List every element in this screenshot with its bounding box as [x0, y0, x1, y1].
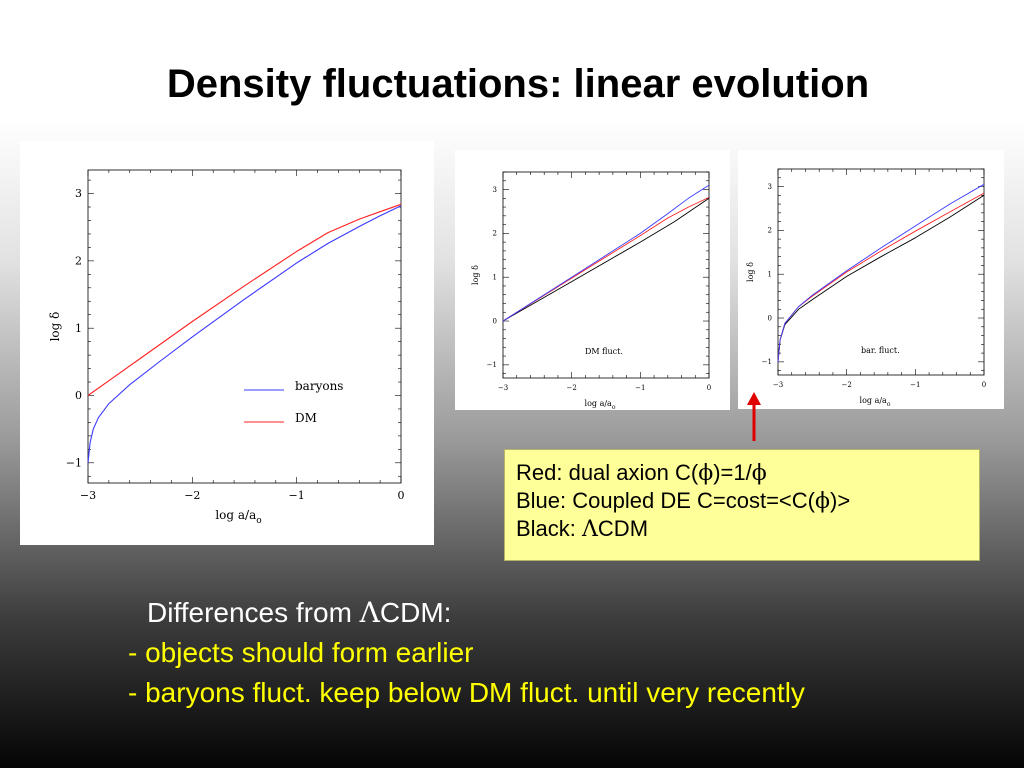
density-chart-baryon: −3 −2 −1 0 −1 0 1 2 3 log a/ao log δ bar. fluct. — [746, 168, 986, 408]
x-tick-label: 0 — [398, 489, 405, 502]
y-tick-label: 3 — [493, 186, 497, 194]
x-tick-label: −1 — [289, 489, 305, 502]
notes-heading: Differences from ΛCDM: — [147, 596, 452, 629]
y-tick-label: 3 — [75, 187, 82, 200]
y-tick-label: −1 — [66, 456, 82, 469]
x-tick-label: −3 — [498, 384, 508, 392]
chart-annotation: DM fluct. — [585, 347, 623, 356]
y-tick-label: −1 — [762, 358, 772, 366]
x-tick-label: −2 — [842, 381, 852, 389]
x-tick-label: −3 — [773, 381, 783, 389]
y-tick-label: 2 — [493, 230, 497, 238]
x-tick-label: 0 — [707, 384, 711, 392]
series-line-red — [777, 192, 985, 362]
x-axis-label: log a/ao — [860, 396, 891, 408]
x-tick-label: 0 — [982, 381, 986, 389]
y-axis-label: log δ — [746, 262, 755, 282]
legend-line-blue: Blue: Coupled DE C=cost=<C(ϕ)> — [516, 488, 851, 514]
series-line-baryons — [87, 205, 402, 463]
y-tick-label: 0 — [75, 389, 82, 402]
dm-chart-panel: −3 −2 −1 0 −1 0 1 2 3 log a/ao log δ DM fluct. — [455, 150, 730, 410]
y-tick-label: 2 — [768, 227, 772, 235]
x-tick-label: −3 — [80, 489, 96, 502]
up-arrow-icon — [747, 392, 761, 441]
model-legend-box: Red: dual axion C(ϕ)=1/ϕ Blue: Coupled D… — [504, 449, 980, 561]
x-axis-label: log a/ao — [585, 399, 616, 410]
y-tick-label: −1 — [487, 361, 497, 369]
note-item-earlier: - objects should form earlier — [128, 637, 474, 668]
main-chart-panel: −3 −2 −1 0 −1 0 1 2 3 log a/ao log δ baryons DM — [20, 141, 434, 545]
plot-frame — [502, 171, 710, 379]
legend-label-baryons: baryons — [295, 379, 343, 393]
slide-title: Density fluctuations: linear evolution — [166, 62, 870, 106]
density-chart-dm: −3 −2 −1 0 −1 0 1 2 3 log a/ao log δ DM fluct. — [471, 171, 711, 410]
note-item-baryons: - baryons fluct. keep below DM fluct. un… — [128, 677, 805, 708]
series-line-blue — [502, 184, 710, 322]
series-line-black — [502, 197, 710, 322]
plot-frame — [777, 168, 985, 376]
y-tick-label: 2 — [75, 255, 82, 268]
y-tick-label: 1 — [768, 271, 772, 279]
legend-line-black: Black: ΛCDM — [516, 516, 649, 542]
series-line-red — [502, 196, 710, 322]
series-line-black — [777, 194, 985, 362]
plot-frame — [87, 169, 402, 484]
density-chart-main: −3 −2 −1 0 −1 0 1 2 3 log a/ao log δ baryons DM — [48, 169, 405, 526]
x-tick-label: −2 — [567, 384, 577, 392]
y-tick-label: 1 — [75, 322, 82, 335]
y-tick-label: 0 — [768, 314, 772, 322]
x-tick-label: −2 — [184, 489, 200, 502]
x-tick-label: −1 — [635, 384, 645, 392]
baryon-chart-panel: −3 −2 −1 0 −1 0 1 2 3 log a/ao log δ bar. fluct. — [738, 150, 1004, 409]
y-tick-label: 1 — [493, 274, 497, 282]
y-tick-label: 3 — [768, 183, 772, 191]
x-axis-label: log a/ao — [215, 508, 261, 526]
series-line-blue — [777, 183, 985, 362]
y-tick-label: 0 — [493, 317, 497, 325]
legend-line-red: Red: dual axion C(ϕ)=1/ϕ — [516, 460, 767, 486]
y-axis-label: log δ — [471, 265, 480, 285]
legend-label-DM: DM — [295, 411, 317, 425]
x-tick-label: −1 — [910, 381, 920, 389]
chart-annotation: bar. fluct. — [861, 346, 900, 355]
y-axis-label: log δ — [48, 312, 62, 342]
series-line-DM — [87, 203, 402, 396]
